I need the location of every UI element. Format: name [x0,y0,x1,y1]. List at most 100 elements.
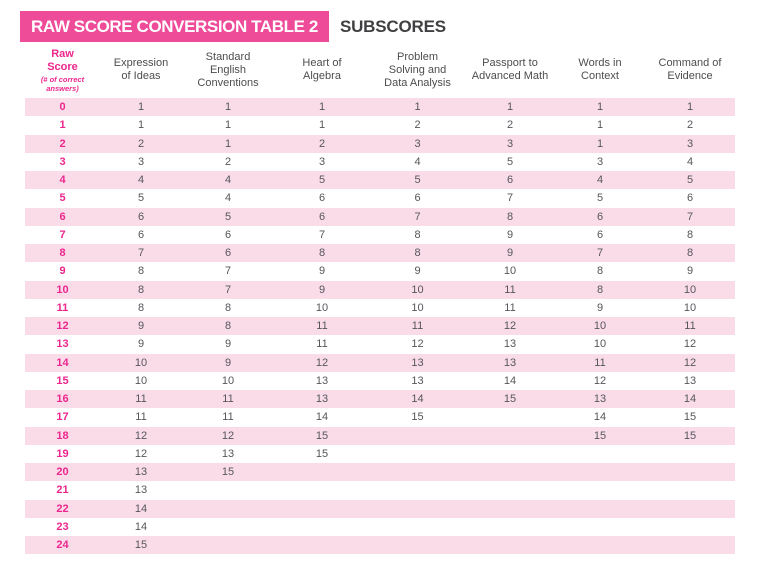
score-cell: 6 [465,171,555,190]
score-cell: 14 [100,499,182,518]
table-row: 3 3 2 3 4 5 3 4 [25,153,735,171]
raw-score-cell: 7 [59,228,66,241]
score-cell: 5 [596,192,604,205]
score-cell: 9 [686,265,694,278]
score-cell: 14 [645,390,735,409]
score-cell: 9 [414,265,421,278]
score-cell: 8 [370,244,465,263]
column-header-label: Words in Context [578,57,622,82]
table-row: 19 12 13 15 [25,445,735,463]
raw-score-cell: 11 [56,301,69,314]
score-cell: 2 [100,134,182,153]
raw-score-cell: 5 [59,192,66,205]
score-cell: 11 [504,301,516,314]
raw-score-cell: 9 [59,265,66,278]
score-cell: 1 [182,134,274,153]
table-row: 12 9 8 11 11 12 10 11 [25,317,735,336]
score-cell: 5 [506,155,514,168]
score-cell: 11 [274,317,370,336]
score-cell: 14 [593,411,607,424]
table-row: 10 8 7 9 10 11 8 10 [25,280,735,299]
raw-score-cell: 2 [25,134,100,153]
score-cell [645,536,735,555]
score-cell: 4 [224,192,232,205]
column-header-expression-of-ideas: Expression of Ideas [100,42,182,98]
score-cell: 13 [465,353,555,372]
score-cell: 15 [683,411,697,424]
table-title-row: RAW SCORE CONVERSION TABLE 2 SUBSCORES [20,11,446,42]
score-cell [274,518,370,536]
raw-score-cell: 18 [25,426,100,445]
raw-score-cell: 14 [25,353,100,372]
score-cell: 2 [506,119,514,132]
score-cell: 15 [411,411,424,424]
score-cell [645,463,735,482]
header-row: Raw Score (# of correct answers) Express… [25,42,735,98]
column-header-problem-solving-data-analysis: Problem Solving and Data Analysis [370,42,465,98]
score-cell: 7 [318,228,326,241]
column-header-command-of-evidence: Command of Evidence [645,42,735,98]
score-cell: 6 [596,228,604,241]
score-cell [465,481,555,499]
score-cell: 7 [224,265,232,278]
score-cell: 12 [100,426,182,445]
column-header-label: Expression of Ideas [113,57,169,82]
score-cell: 15 [645,426,735,445]
score-cell: 1 [555,134,645,153]
score-cell: 2 [274,134,370,153]
score-cell: 1 [370,98,465,117]
score-cell: 6 [224,228,232,241]
score-cell: 9 [318,265,326,278]
column-header-words-in-context: Words in Context [555,42,645,98]
score-cell: 8 [274,244,370,263]
table-row: 13 9 9 11 12 13 10 12 [25,335,735,353]
table-row: 24 15 [25,536,735,555]
score-cell [555,445,645,463]
score-cell [555,499,645,518]
score-cell [555,536,645,555]
score-cell: 10 [221,374,235,387]
score-cell: 1 [137,119,145,132]
score-cell: 7 [506,192,514,205]
score-cell: 2 [414,119,421,132]
score-cell: 5 [274,171,370,190]
score-cell: 9 [100,317,182,336]
score-cell: 6 [318,192,326,205]
column-header-raw-score: Raw Score (# of correct answers) [25,42,100,98]
column-header-label: Heart of Algebra [302,57,342,82]
score-cell [465,408,555,426]
raw-score-cell: 15 [56,374,69,387]
score-cell: 12 [683,338,697,351]
score-cell: 7 [182,280,274,299]
score-cell: 15 [100,536,182,555]
score-cell: 15 [315,447,329,460]
score-cell: 2 [686,119,694,132]
raw-score-cell: 1 [59,119,66,132]
score-cell: 9 [465,244,555,263]
score-cell [182,536,274,555]
score-cell: 1 [274,98,370,117]
score-cell: 13 [683,374,697,387]
score-cell: 13 [411,374,424,387]
table-row: 15 10 10 13 13 14 12 13 [25,372,735,390]
score-cell [465,445,555,463]
table-row: 1 1 1 1 2 2 1 2 [25,116,735,134]
raw-score-cell: 10 [25,280,100,299]
score-cell: 10 [370,280,465,299]
score-cell [370,463,465,482]
table-row: 20 13 15 [25,463,735,482]
score-cell: 1 [465,98,555,117]
table-row: 17 11 11 14 15 14 15 [25,408,735,426]
raw-score-header-note: (# of correct answers) [40,74,85,93]
table-row: 11 8 8 10 10 11 9 10 [25,299,735,317]
score-cell [182,499,274,518]
score-cell: 8 [555,280,645,299]
score-cell: 11 [135,411,147,424]
raw-score-cell: 12 [25,317,100,336]
score-cell: 5 [137,192,145,205]
score-cell: 4 [686,155,694,168]
score-cell: 14 [370,390,465,409]
